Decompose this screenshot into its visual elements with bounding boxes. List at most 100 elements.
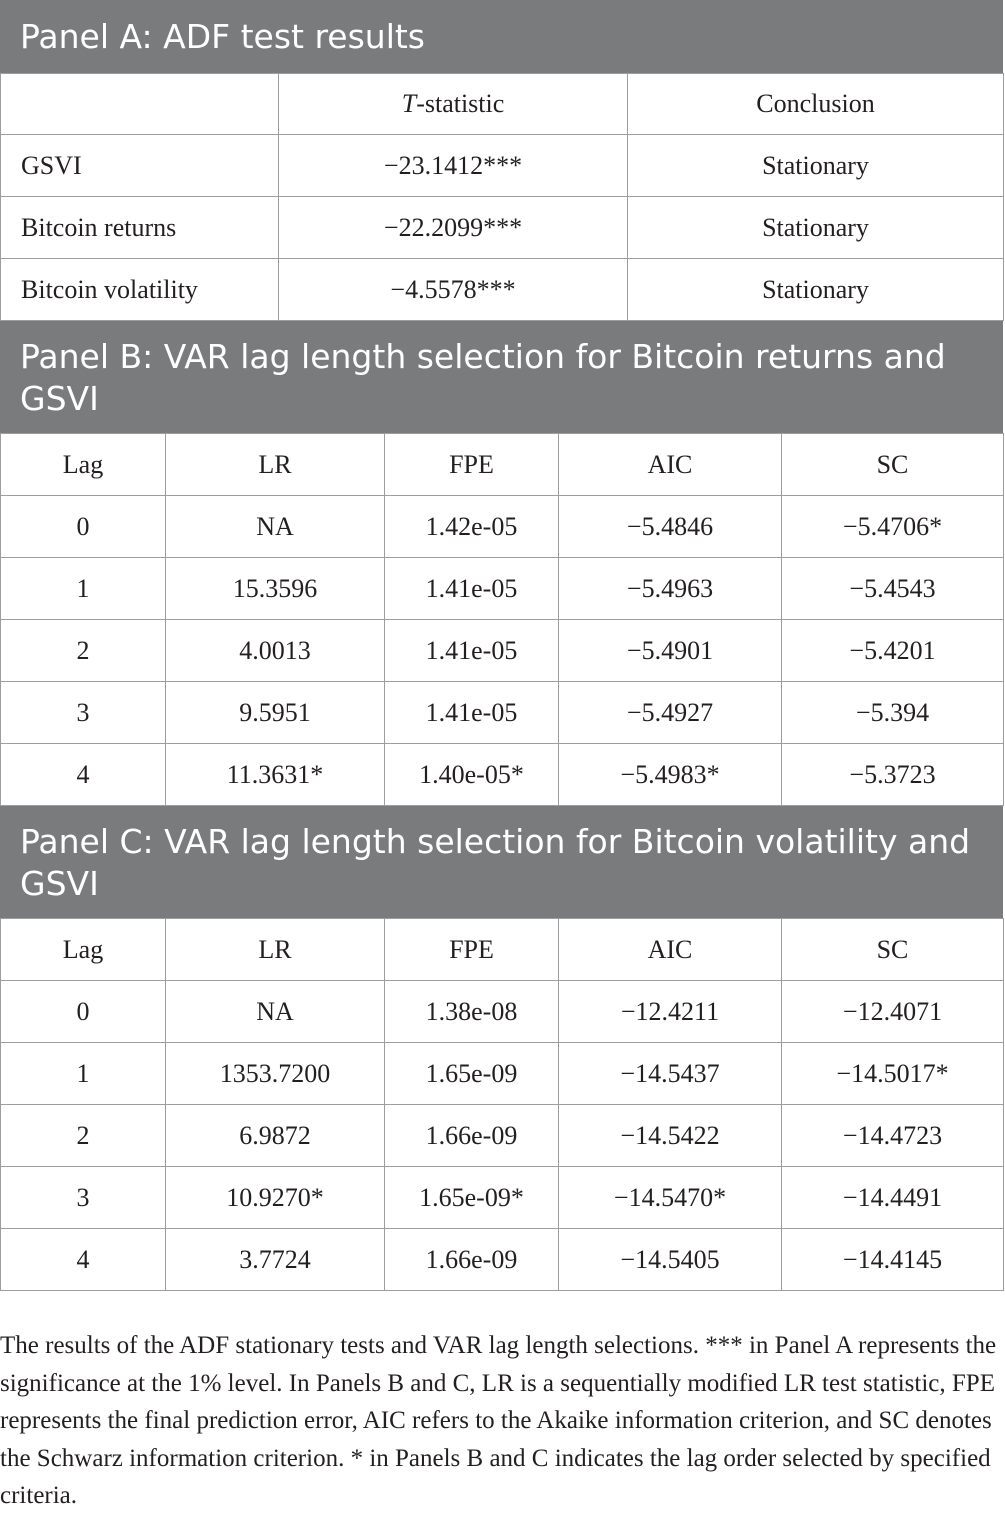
header-cell-sc: SC xyxy=(781,918,1004,981)
cell-aic: −12.4211 xyxy=(558,980,782,1043)
cell-lr: 15.3596 xyxy=(165,557,385,620)
cell-aic: −5.4901 xyxy=(558,619,782,682)
panel-c-table: Lag LR FPE AIC SC 0 NA 1.38e-08 −12.4211… xyxy=(0,918,1004,1291)
cell-lag: 4 xyxy=(0,1228,166,1291)
cell-sc: −14.5017* xyxy=(781,1042,1004,1105)
row-t-statistic: −23.1412*** xyxy=(278,134,628,197)
cell-lr: 10.9270* xyxy=(165,1166,385,1229)
table-row: 3 10.9270* 1.65e-09* −14.5470* −14.4491 xyxy=(0,1166,1004,1229)
cell-aic: −5.4983* xyxy=(558,743,782,806)
table-row: Bitcoin returns −22.2099*** Stationary xyxy=(0,196,1004,259)
cell-lag: 0 xyxy=(0,980,166,1043)
header-cell-lag: Lag xyxy=(0,918,166,981)
row-conclusion: Stationary xyxy=(627,258,1004,321)
cell-sc: −5.4706* xyxy=(781,495,1004,558)
cell-lag: 2 xyxy=(0,1104,166,1167)
table-header-row: T-statistic Conclusion xyxy=(0,73,1004,135)
cell-lr: 4.0013 xyxy=(165,619,385,682)
cell-fpe: 1.38e-08 xyxy=(384,980,559,1043)
table-row: 1 15.3596 1.41e-05 −5.4963 −5.4543 xyxy=(0,557,1004,620)
header-cell-aic: AIC xyxy=(558,433,782,496)
panel-a-title: Panel A: ADF test results xyxy=(0,0,1003,73)
cell-lag: 1 xyxy=(0,557,166,620)
cell-lr: 11.3631* xyxy=(165,743,385,806)
cell-lr: 3.7724 xyxy=(165,1228,385,1291)
cell-sc: −5.4543 xyxy=(781,557,1004,620)
cell-fpe: 1.66e-09 xyxy=(384,1104,559,1167)
header-cell-t-statistic: T-statistic xyxy=(278,73,628,135)
cell-lr: NA xyxy=(165,495,385,558)
panel-a-table: T-statistic Conclusion GSVI −23.1412*** … xyxy=(0,73,1004,321)
header-cell-sc: SC xyxy=(781,433,1004,496)
cell-sc: −5.3723 xyxy=(781,743,1004,806)
cell-fpe: 1.65e-09 xyxy=(384,1042,559,1105)
cell-fpe: 1.42e-05 xyxy=(384,495,559,558)
table-row: 0 NA 1.42e-05 −5.4846 −5.4706* xyxy=(0,495,1004,558)
table-row: 0 NA 1.38e-08 −12.4211 −12.4071 xyxy=(0,980,1004,1043)
row-variable: Bitcoin returns xyxy=(0,196,279,259)
cell-fpe: 1.65e-09* xyxy=(384,1166,559,1229)
table-row: Bitcoin volatility −4.5578*** Stationary xyxy=(0,258,1004,321)
cell-aic: −5.4846 xyxy=(558,495,782,558)
panel-a-title-text: Panel A: ADF test results xyxy=(20,16,425,56)
row-conclusion: Stationary xyxy=(627,196,1004,259)
header-cell-aic: AIC xyxy=(558,918,782,981)
row-variable: Bitcoin volatility xyxy=(0,258,279,321)
cell-lag: 3 xyxy=(0,681,166,744)
table-footnote: The results of the ADF stationary tests … xyxy=(0,1332,997,1509)
cell-fpe: 1.41e-05 xyxy=(384,619,559,682)
cell-aic: −5.4963 xyxy=(558,557,782,620)
row-t-statistic: −22.2099*** xyxy=(278,196,628,259)
panel-b-table: Lag LR FPE AIC SC 0 NA 1.42e-05 −5.4846 … xyxy=(0,433,1004,806)
cell-aic: −14.5405 xyxy=(558,1228,782,1291)
cell-lr: 1353.7200 xyxy=(165,1042,385,1105)
cell-sc: −14.4491 xyxy=(781,1166,1004,1229)
table-row: 3 9.5951 1.41e-05 −5.4927 −5.394 xyxy=(0,681,1004,744)
header-cell-lag: Lag xyxy=(0,433,166,496)
cell-sc: −5.4201 xyxy=(781,619,1004,682)
table-row: 1 1353.7200 1.65e-09 −14.5437 −14.5017* xyxy=(0,1042,1004,1105)
t-italic: T xyxy=(401,89,417,118)
panel-b-title-text: Panel B: VAR lag length selection for Bi… xyxy=(20,337,946,418)
cell-lag: 2 xyxy=(0,619,166,682)
cell-aic: −14.5470* xyxy=(558,1166,782,1229)
cell-sc: −14.4145 xyxy=(781,1228,1004,1291)
table-row: GSVI −23.1412*** Stationary xyxy=(0,134,1004,197)
cell-fpe: 1.66e-09 xyxy=(384,1228,559,1291)
panel-c-title: Panel C: VAR lag length selection for Bi… xyxy=(0,806,1003,918)
table-header-row: Lag LR FPE AIC SC xyxy=(0,433,1004,496)
cell-fpe: 1.41e-05 xyxy=(384,681,559,744)
table-row: 4 3.7724 1.66e-09 −14.5405 −14.4145 xyxy=(0,1228,1004,1291)
panel-b-title: Panel B: VAR lag length selection for Bi… xyxy=(0,321,1003,433)
row-t-statistic: −4.5578*** xyxy=(278,258,628,321)
cell-lag: 0 xyxy=(0,495,166,558)
cell-lr: 9.5951 xyxy=(165,681,385,744)
cell-aic: −14.5422 xyxy=(558,1104,782,1167)
header-cell-empty xyxy=(0,73,279,135)
panel-c-title-text: Panel C: VAR lag length selection for Bi… xyxy=(20,822,971,903)
header-cell-fpe: FPE xyxy=(384,918,559,981)
header-cell-fpe: FPE xyxy=(384,433,559,496)
row-conclusion: Stationary xyxy=(627,134,1004,197)
cell-aic: −5.4927 xyxy=(558,681,782,744)
table-row: 4 11.3631* 1.40e-05* −5.4983* −5.3723 xyxy=(0,743,1004,806)
cell-sc: −5.394 xyxy=(781,681,1004,744)
cell-fpe: 1.41e-05 xyxy=(384,557,559,620)
cell-lag: 3 xyxy=(0,1166,166,1229)
table-row: 2 6.9872 1.66e-09 −14.5422 −14.4723 xyxy=(0,1104,1004,1167)
cell-lr: 6.9872 xyxy=(165,1104,385,1167)
header-cell-lr: LR xyxy=(165,918,385,981)
cell-sc: −14.4723 xyxy=(781,1104,1004,1167)
header-cell-conclusion: Conclusion xyxy=(627,73,1004,135)
t-statistic-label: -statistic xyxy=(416,89,505,118)
cell-lag: 4 xyxy=(0,743,166,806)
table-header-row: Lag LR FPE AIC SC xyxy=(0,918,1004,981)
cell-sc: −12.4071 xyxy=(781,980,1004,1043)
cell-lag: 1 xyxy=(0,1042,166,1105)
cell-fpe: 1.40e-05* xyxy=(384,743,559,806)
row-variable: GSVI xyxy=(0,134,279,197)
table-row: 2 4.0013 1.41e-05 −5.4901 −5.4201 xyxy=(0,619,1004,682)
cell-aic: −14.5437 xyxy=(558,1042,782,1105)
header-cell-lr: LR xyxy=(165,433,385,496)
cell-lr: NA xyxy=(165,980,385,1043)
